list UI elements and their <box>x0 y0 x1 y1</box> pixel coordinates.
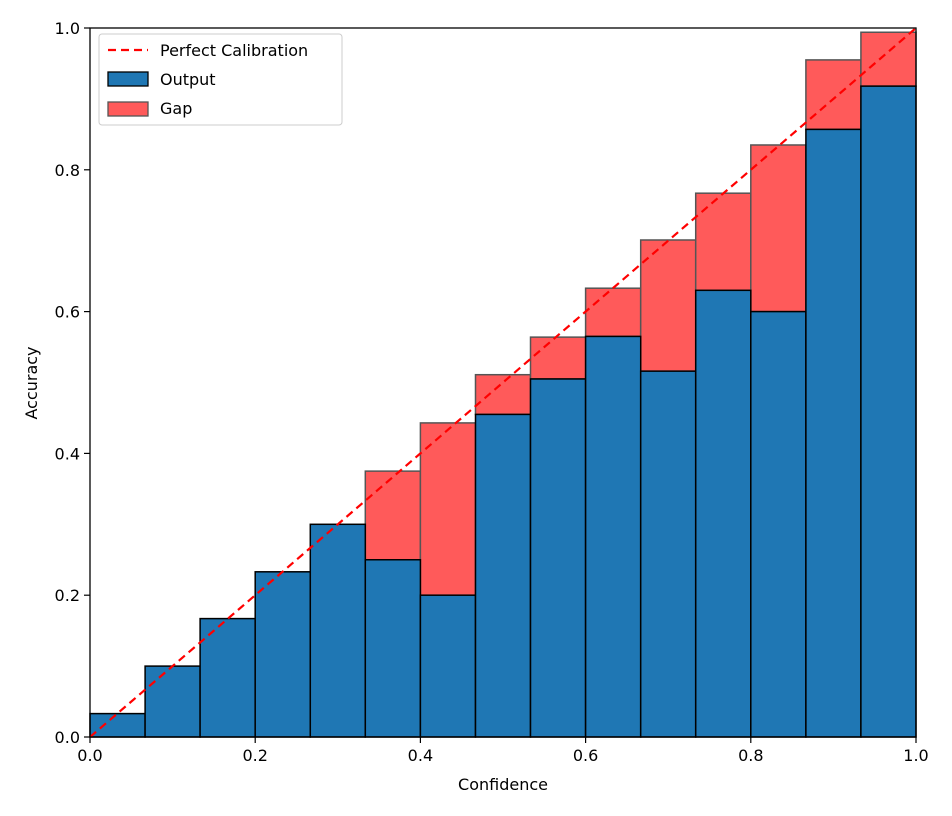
output-bar-9 <box>529 378 587 738</box>
x-tick-label-4: 0.8 <box>738 746 763 765</box>
gap-bar-10 <box>584 287 642 338</box>
x-tick-label-2: 0.4 <box>408 746 433 765</box>
legend: Perfect Calibration Output Gap <box>98 33 343 126</box>
output-bar-15 <box>860 85 917 738</box>
gap-bar-9 <box>529 336 587 380</box>
gap-bar-14 <box>805 59 862 131</box>
output-bar-1 <box>89 712 146 738</box>
gap-bar-8 <box>474 373 532 416</box>
legend-swatch-gap <box>107 101 149 117</box>
gap-bar-12 <box>694 192 752 292</box>
x-tick-label-0: 0.0 <box>77 746 102 765</box>
x-tick-label-1: 0.2 <box>242 746 267 765</box>
output-bar-6 <box>364 559 422 738</box>
legend-swatch-output <box>107 71 149 87</box>
output-bar-2 <box>144 665 201 738</box>
output-bar-12 <box>694 289 752 738</box>
output-bar-11 <box>639 370 697 738</box>
y-tick-label-2: 0.4 <box>55 444 80 463</box>
y-tick-label-3: 0.6 <box>55 303 80 322</box>
gap-bar-11 <box>639 239 697 372</box>
output-bar-8 <box>474 413 532 738</box>
y-axis-label: Accuracy <box>22 346 41 419</box>
gap-bar-15 <box>860 31 917 87</box>
output-bar-7 <box>419 594 477 738</box>
gap-bar-6 <box>364 470 422 561</box>
x-axis-label: Confidence <box>458 775 548 794</box>
legend-box <box>98 33 343 126</box>
output-bars <box>89 85 917 738</box>
gap-bars <box>364 31 917 596</box>
gap-bar-7 <box>419 422 477 596</box>
output-bar-3 <box>199 617 256 738</box>
gap-bar-13 <box>750 144 807 313</box>
y-tick-label-0: 0.0 <box>55 728 80 747</box>
output-bar-4 <box>254 571 312 738</box>
plot-frame <box>89 27 917 738</box>
x-axis-ticks: 0.0 0.2 0.4 0.6 0.8 1.0 <box>77 737 929 765</box>
legend-label-perfect-calibration: Perfect Calibration <box>160 41 308 60</box>
legend-label-gap: Gap <box>160 99 192 118</box>
y-tick-label-4: 0.8 <box>55 161 80 180</box>
output-bar-10 <box>584 335 642 738</box>
y-tick-label-5: 1.0 <box>55 19 80 38</box>
output-bar-5 <box>309 523 367 738</box>
y-tick-label-1: 0.2 <box>55 586 80 605</box>
output-bar-14 <box>805 128 862 738</box>
y-axis-ticks: 0.0 0.2 0.4 0.6 0.8 1.0 <box>55 19 90 747</box>
output-bar-13 <box>750 310 807 738</box>
legend-label-output: Output <box>160 70 216 89</box>
x-tick-label-3: 0.6 <box>573 746 598 765</box>
x-tick-label-5: 1.0 <box>903 746 928 765</box>
